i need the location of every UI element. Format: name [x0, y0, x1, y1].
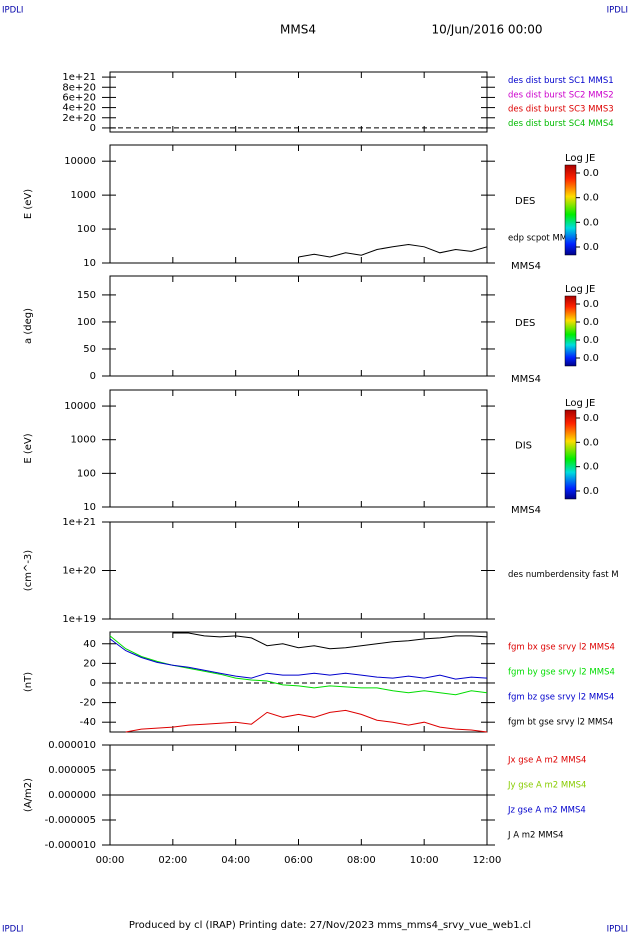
y-tick-label: 100 [77, 468, 96, 479]
colorbar-tick-label: 0.0 [583, 217, 599, 228]
y-tick-label: 2e+20 [62, 113, 96, 124]
colorbar-tick-label: 0.0 [583, 353, 599, 364]
colorbar-label: Log JE [565, 153, 595, 164]
y-tick-label: -20 [80, 698, 96, 709]
colorbar-tick-label: 0.0 [583, 193, 599, 204]
y-tick-label: 0.000010 [48, 740, 96, 751]
legend-entry: des dist burst SC4 MMS4 [508, 119, 614, 129]
x-tick-label: 06:00 [284, 855, 313, 866]
colorbar [564, 164, 577, 256]
y-tick-label: 1000 [71, 435, 96, 446]
y-tick-label: 1000 [71, 190, 96, 201]
legend-entry: des dist burst SC3 MMS3 [508, 105, 614, 115]
corner-label: IPDLI [2, 925, 23, 934]
y-tick-label: 20 [83, 658, 96, 669]
colorbar-tick-label: 0.0 [583, 486, 599, 497]
y-tick-label: 100 [77, 224, 96, 235]
legend-entry: fgm bx gse srvy l2 MMS4 [508, 643, 615, 653]
colorbar-tick-label: 0.0 [583, 299, 599, 310]
y-tick-label: 8e+20 [62, 82, 96, 93]
y-tick-label: -40 [80, 717, 96, 728]
spacecraft-label: MMS4 [511, 374, 541, 385]
y-tick-label: 10000 [64, 156, 96, 167]
legend-entry: fgm bt gse srvy l2 MMS4 [508, 718, 613, 728]
date: 10/Jun/2016 00:00 [431, 23, 542, 37]
annotation: des numberdensity fast M [508, 570, 619, 580]
colorbar-label: Log JE [565, 284, 595, 295]
footer: Produced by cl (IRAP) Printing date: 27/… [129, 920, 531, 931]
x-tick-label: 00:00 [96, 855, 125, 866]
instrument-label: DIS [515, 441, 532, 452]
colorbar [564, 409, 577, 500]
colorbar [564, 295, 577, 367]
data-line [298, 243, 488, 258]
x-tick-label: 08:00 [347, 855, 376, 866]
y-tick-label: 1e+20 [62, 566, 96, 577]
y-tick-label: 1e+21 [62, 517, 96, 528]
chart-title: MMS4 [280, 23, 316, 37]
y-tick-label: 10000 [64, 401, 96, 412]
y-tick-label: 100 [77, 317, 96, 328]
corner-label: IPDLI [2, 6, 23, 16]
legend-entry: des dist burst SC1 MMS1 [508, 76, 614, 86]
spacecraft-label: MMS4 [511, 261, 541, 272]
y-tick-label: 10 [83, 258, 96, 269]
legend-entry: Jz gse A m2 MMS4 [507, 806, 586, 816]
legend-entry: J A m2 MMS4 [507, 831, 564, 841]
colorbar-tick-label: 0.0 [583, 462, 599, 473]
instrument-label: DES [515, 318, 535, 329]
y-tick-label: 1e+19 [62, 614, 96, 625]
colorbar-tick-label: 0.0 [583, 168, 599, 179]
corner-label: IPDLI [607, 925, 628, 934]
y-tick-label: 4e+20 [62, 103, 96, 114]
y-tick-label: 150 [77, 290, 96, 301]
data-line [109, 638, 488, 680]
colorbar-tick-label: 0.0 [583, 317, 599, 328]
y-tick-label: 0.000005 [48, 765, 96, 776]
y-tick-label: 10 [83, 502, 96, 513]
y-tick-label: 1e+21 [62, 72, 96, 83]
y-axis-label: (nT) [23, 672, 34, 692]
y-tick-label: -0.000005 [45, 815, 96, 826]
colorbar-tick-label: 0.0 [583, 242, 599, 253]
data-line [172, 632, 488, 650]
x-tick-label: 04:00 [221, 855, 250, 866]
legend-entry: fgm by gse srvy l2 MMS4 [508, 668, 615, 678]
y-axis-label: (A/m2) [23, 778, 34, 812]
y-tick-label: 0 [90, 123, 96, 134]
y-axis-label: E (eV) [23, 433, 34, 463]
legend-entry: des dist burst SC2 MMS2 [508, 90, 614, 100]
y-tick-label: 40 [83, 639, 96, 650]
y-axis-label: E (eV) [23, 189, 34, 219]
y-axis-label: a (deg) [23, 308, 34, 344]
x-tick-label: 02:00 [158, 855, 187, 866]
colorbar-label: Log JE [565, 398, 595, 409]
colorbar-tick-label: 0.0 [583, 437, 599, 448]
legend-entry: Jy gse A m2 MMS4 [507, 781, 586, 791]
y-tick-label: 0.000000 [48, 790, 96, 801]
y-tick-label: 50 [83, 344, 96, 355]
y-tick-label: 6e+20 [62, 92, 96, 103]
corner-label: IPDLI [607, 6, 628, 16]
y-tick-label: 0 [90, 371, 96, 382]
x-tick-label: 12:00 [473, 855, 502, 866]
x-tick-label: 10:00 [410, 855, 439, 866]
instrument-label: DES [515, 196, 535, 207]
y-tick-label: -0.000010 [45, 840, 96, 851]
data-line [125, 709, 488, 733]
annotation: edp scpot MMS4 [508, 234, 578, 244]
y-axis-label: (cm^-3) [23, 550, 34, 591]
legend-entry: fgm bz gse srvy l2 MMS4 [508, 693, 614, 703]
colorbar-tick-label: 0.0 [583, 335, 599, 346]
spacecraft-label: MMS4 [511, 505, 541, 516]
y-tick-label: 0 [90, 678, 96, 689]
colorbar-tick-label: 0.0 [583, 413, 599, 424]
legend-entry: Jx gse A m2 MMS4 [507, 756, 586, 766]
